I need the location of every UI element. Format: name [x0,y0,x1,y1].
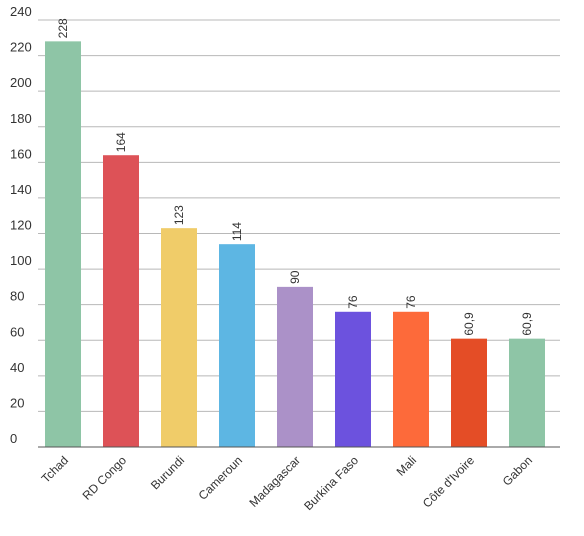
y-tick-label: 120 [10,218,32,233]
y-tick-label: 100 [10,253,32,268]
bar [45,41,81,447]
x-category-label: Tchad [39,453,72,486]
data-labels: 228 164 123 114 90 76 76 60,9 60,9 [56,18,534,336]
bar [335,311,371,447]
y-tick-label: 180 [10,111,32,126]
y-tick-label: 20 [10,395,24,410]
y-tick-label: 160 [10,146,32,161]
x-axis-category-labels: Tchad RD Congo Burundi Cameroun MadagascarBu… [39,453,536,513]
data-label: 164 [114,132,128,152]
bar [393,311,429,447]
bar [277,286,313,447]
data-label: 60,9 [520,312,534,336]
x-category-label: Côte d'Ivoire [420,453,477,510]
y-axis-tick-labels: 0 20 40 60 80 100 120 140 160 180 200 220 240 [10,4,32,446]
data-label: 60,9 [462,312,476,336]
y-tick-label: 140 [10,182,32,197]
y-tick-label: 220 [10,40,32,55]
x-category-label: RD Congo [80,453,130,503]
x-category-label: Madagascar [247,453,304,510]
x-category-label: Gabon [500,453,535,488]
bar [451,338,487,447]
data-label: 76 [346,295,360,309]
data-label: 228 [56,18,70,38]
data-label: 76 [404,295,418,309]
data-label: 114 [230,222,244,241]
bar [219,244,255,447]
bar [103,155,139,447]
x-category-label: Burkina Faso [301,453,361,513]
x-category-label: Mali [394,453,419,478]
y-tick-label: 0 [10,431,17,446]
bars [45,41,545,447]
data-label: 123 [172,205,186,225]
x-category-label: Cameroun [196,453,246,503]
bar [509,338,545,447]
x-category-label: Burundi [148,453,187,492]
y-tick-label: 80 [10,289,24,304]
y-tick-label: 200 [10,75,32,90]
y-tick-label: 60 [10,324,24,339]
bar [161,228,197,447]
data-label: 90 [288,270,302,284]
y-tick-label: 240 [10,4,32,19]
y-tick-label: 40 [10,360,24,375]
